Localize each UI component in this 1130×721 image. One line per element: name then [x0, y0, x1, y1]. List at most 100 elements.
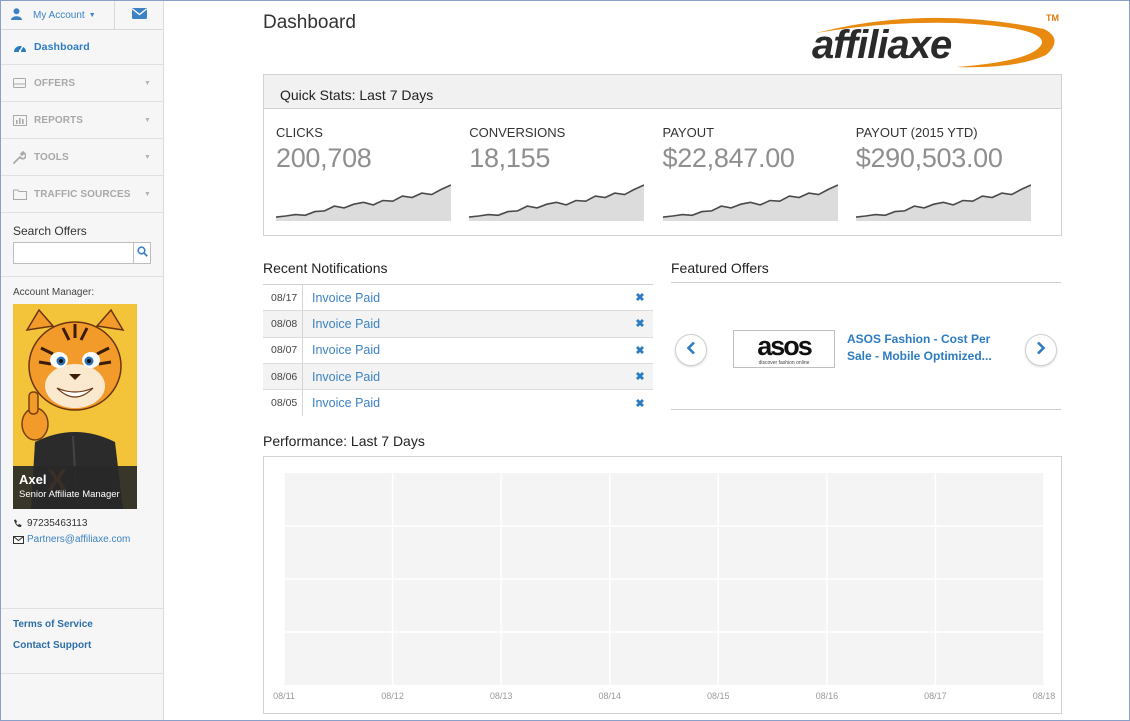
- close-icon[interactable]: ✖: [635, 344, 645, 357]
- notification-date: 08/17: [263, 285, 303, 311]
- notification-date: 08/08: [263, 311, 303, 337]
- terms-of-service-link[interactable]: Terms of Service: [13, 619, 93, 630]
- featured-offer-link[interactable]: ASOS Fashion - Cost Per Sale - Mobile Op…: [847, 332, 992, 363]
- carousel-prev-button[interactable]: [675, 334, 707, 366]
- search-icon: [136, 244, 148, 262]
- sidebar-item-dashboard[interactable]: Dashboard: [1, 30, 163, 65]
- envelope-icon: [13, 535, 27, 544]
- sparkline-line: [662, 184, 838, 218]
- caret-down-icon: ▼: [143, 116, 151, 124]
- caret-down-icon: ▼: [143, 79, 151, 87]
- notifications-title: Recent Notifications: [263, 260, 388, 276]
- x-tick-label: 08/14: [598, 691, 621, 701]
- my-account-dropdown[interactable]: My Account ▼: [1, 1, 115, 29]
- manager-email-link[interactable]: Partners@affiliaxe.com: [27, 534, 131, 545]
- close-icon[interactable]: ✖: [635, 397, 645, 410]
- sparkline: [276, 184, 451, 221]
- stat-clicks: CLICKS 200,708: [276, 125, 469, 221]
- manager-phone-text: 97235463113: [27, 518, 88, 529]
- page-title: Dashboard: [263, 12, 356, 33]
- chevron-left-icon: [686, 341, 696, 360]
- asos-tagline: discover fashion online: [758, 360, 810, 366]
- stat-value: 200,708: [276, 143, 372, 173]
- sparkline-line: [855, 184, 1031, 218]
- x-tick-label: 08/15: [707, 691, 730, 701]
- notification-link[interactable]: Invoice Paid: [312, 369, 381, 384]
- sidebar-item-label: TRAFFIC SOURCES: [34, 188, 131, 200]
- sparkline: [855, 184, 1031, 221]
- x-tick-label: 08/17: [924, 691, 947, 701]
- manager-email[interactable]: Partners@affiliaxe.com: [13, 534, 151, 545]
- quick-stats-panel: Quick Stats: Last 7 Days CLICKS 200,708 …: [263, 74, 1062, 236]
- quick-stats-title: Quick Stats: Last 7 Days: [264, 75, 1061, 109]
- performance-chart-panel: 08/11 08/12 08/13 08/14 08/15 08/16 08/17 08/18: [263, 456, 1062, 714]
- manager-name: Axel: [19, 472, 47, 487]
- sidebar-item-tools[interactable]: TOOLS ▼: [1, 139, 163, 176]
- stat-payout: PAYOUT $22,847.00: [662, 125, 856, 221]
- notification-row: 08/08 Invoice Paid ✖: [263, 311, 653, 338]
- wrench-icon: [13, 150, 29, 164]
- affiliaxe-logo[interactable]: affiliaxe TM: [806, 11, 1061, 69]
- manager-avatar: X Axel S: [13, 304, 137, 509]
- caret-down-icon: ▼: [143, 153, 151, 161]
- stat-value: $290,503.00: [855, 143, 1003, 173]
- messages-button[interactable]: [115, 1, 163, 29]
- notification-date: 08/05: [263, 390, 303, 417]
- close-icon[interactable]: ✖: [635, 318, 645, 331]
- sidebar-footer-links: Terms of Service Contact Support: [1, 608, 163, 674]
- search-button[interactable]: [134, 242, 151, 264]
- search-offers-block: Search Offers: [1, 213, 163, 277]
- x-tick-label: 08/16: [816, 691, 839, 701]
- sidebar-item-label: REPORTS: [34, 114, 84, 126]
- featured-offers-carousel: asos discover fashion online ASOS Fashio…: [671, 282, 1061, 410]
- stat-label: CONVERSIONS: [469, 125, 566, 140]
- quick-stats-row: CLICKS 200,708 CONVERSIONS 18,155 PAYOUT…: [264, 109, 1061, 221]
- notifications-table: 08/17 Invoice Paid ✖ 08/08 Invoice Paid …: [263, 284, 653, 417]
- offers-icon: [13, 78, 29, 88]
- search-row: [13, 242, 151, 264]
- asos-offer-logo[interactable]: asos discover fashion online: [733, 330, 835, 368]
- sparkline: [469, 184, 645, 221]
- x-tick-label: 08/18: [1033, 691, 1056, 701]
- notification-date: 08/07: [263, 337, 303, 363]
- sidebar-item-reports[interactable]: REPORTS ▼: [1, 102, 163, 139]
- notification-link[interactable]: Invoice Paid: [312, 343, 381, 358]
- stat-label: CLICKS: [276, 125, 323, 140]
- sidebar-item-traffic-sources[interactable]: TRAFFIC SOURCES ▼: [1, 176, 163, 213]
- folder-icon: [13, 189, 29, 200]
- stat-value: $22,847.00: [662, 143, 795, 173]
- user-icon: [11, 7, 25, 23]
- notification-link[interactable]: Invoice Paid: [312, 316, 381, 331]
- close-icon[interactable]: ✖: [635, 292, 645, 305]
- manager-title: Senior Affiliate Manager: [19, 489, 120, 500]
- logo-wordmark: affiliaxe: [812, 23, 952, 67]
- contact-support-link[interactable]: Contact Support: [13, 640, 92, 651]
- stat-conversions: CONVERSIONS 18,155: [469, 125, 662, 221]
- sidebar-item-offers[interactable]: OFFERS ▼: [1, 65, 163, 102]
- sparkline: [662, 184, 838, 221]
- stat-label: PAYOUT: [662, 125, 715, 140]
- account-manager-label: Account Manager:: [13, 287, 95, 298]
- asos-wordmark: asos: [757, 331, 813, 361]
- sparkline-line: [469, 184, 645, 218]
- featured-offers-title: Featured Offers: [671, 260, 769, 276]
- stat-label: PAYOUT (2015 YTD): [855, 125, 978, 140]
- close-icon[interactable]: ✖: [635, 371, 645, 384]
- caret-down-icon: ▼: [88, 11, 96, 19]
- carousel-next-button[interactable]: [1025, 334, 1057, 366]
- reports-icon: [13, 114, 29, 126]
- notification-row: 08/06 Invoice Paid ✖: [263, 363, 653, 391]
- sidebar-item-label: TOOLS: [34, 151, 69, 163]
- x-tick-label: 08/11: [273, 691, 295, 701]
- notification-link[interactable]: Invoice Paid: [312, 290, 381, 305]
- performance-title: Performance: Last 7 Days: [263, 433, 425, 449]
- search-offers-label: Search Offers: [13, 224, 87, 238]
- sidebar-item-label: Dashboard: [34, 41, 90, 53]
- notification-row: 08/05 Invoice Paid ✖: [263, 390, 653, 417]
- stat-payout-ytd: PAYOUT (2015 YTD) $290,503.00: [855, 125, 1049, 221]
- caret-down-icon: ▼: [143, 190, 151, 198]
- notification-link[interactable]: Invoice Paid: [312, 396, 381, 411]
- dashboard-icon: [13, 42, 29, 53]
- search-offers-input[interactable]: [13, 242, 134, 264]
- logo-trademark: TM: [1046, 13, 1059, 23]
